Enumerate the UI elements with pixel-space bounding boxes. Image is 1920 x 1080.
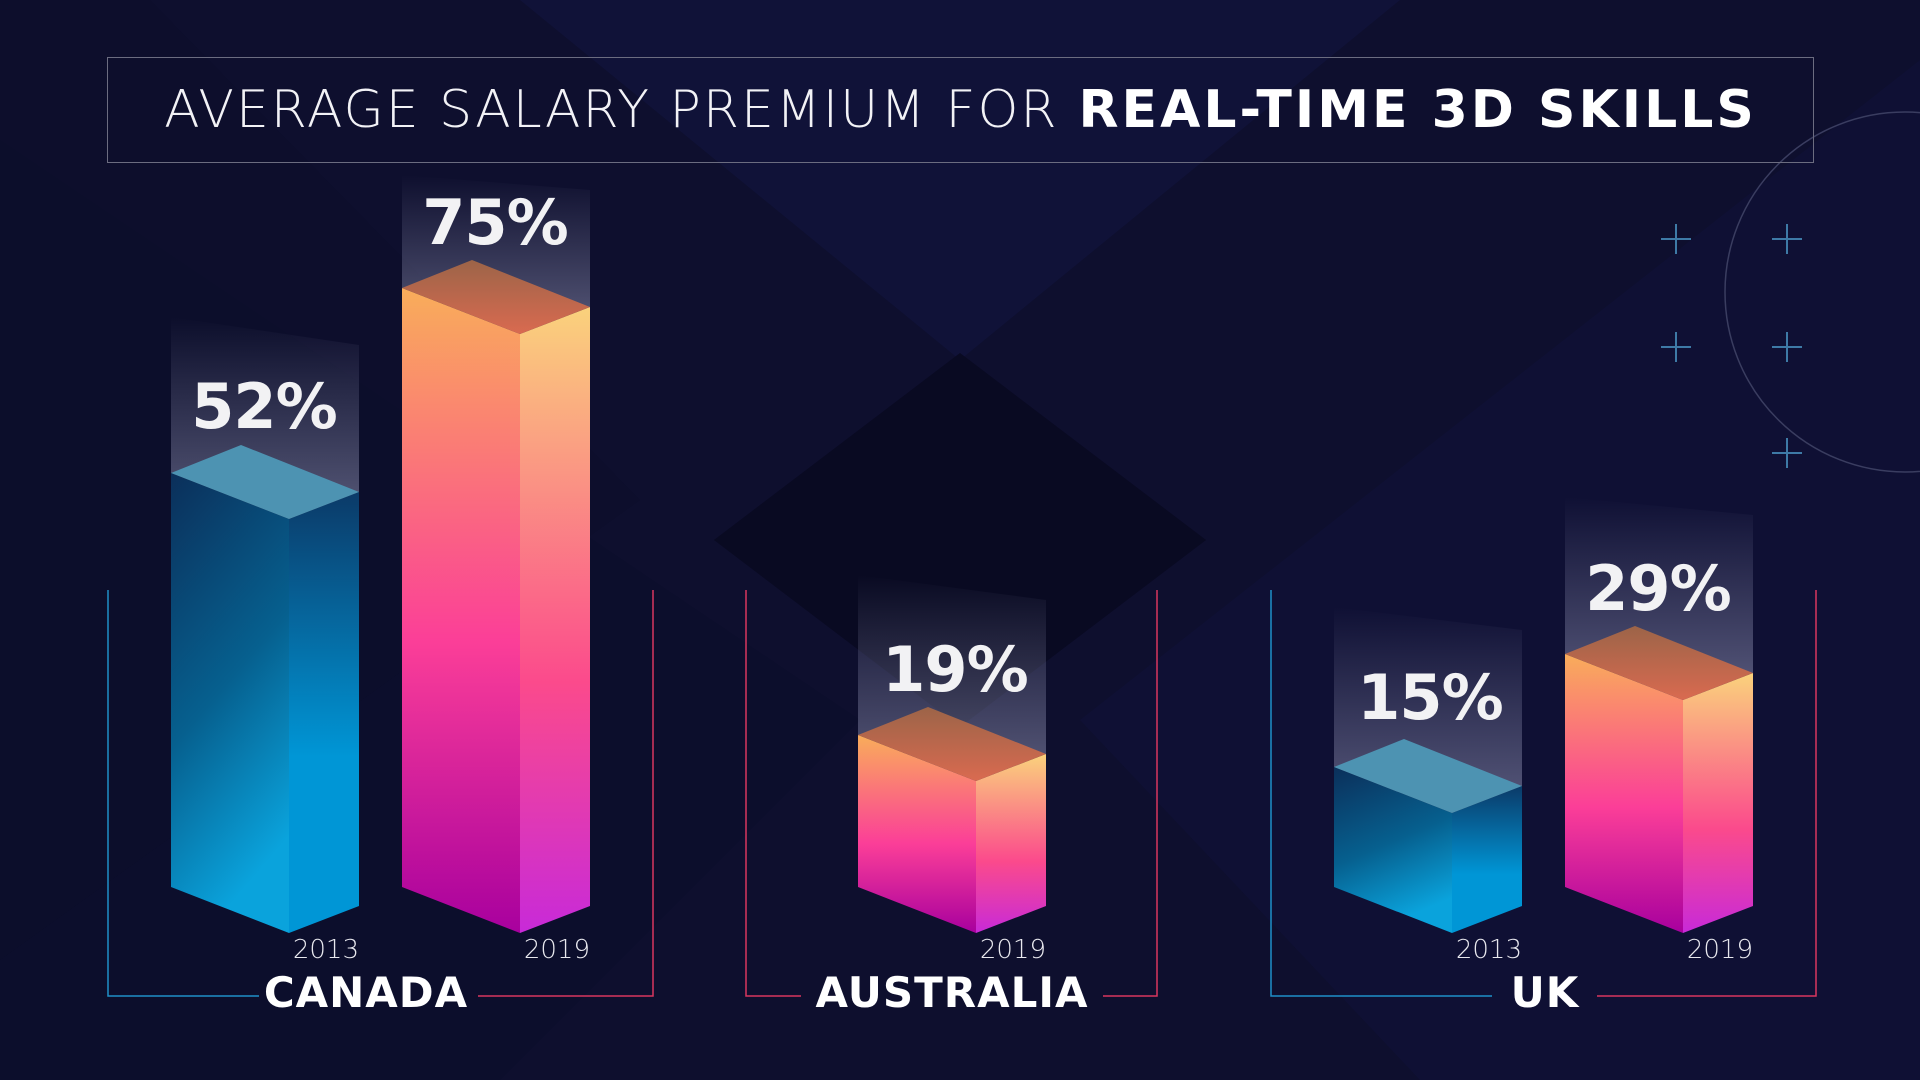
country-label-australia: AUSTRALIA [815, 968, 1089, 1017]
year-label-uk-2013: 2013 [1455, 935, 1522, 965]
bar-uk-2013 [1334, 607, 1522, 933]
value-label-uk-2019: 29% [1585, 552, 1731, 625]
bar-uk-2019 [1565, 497, 1753, 933]
value-label-canada-2019: 75% [422, 186, 568, 259]
plus-icon [1772, 224, 1802, 254]
center-diamond [714, 353, 1206, 727]
value-label-uk-2013: 15% [1357, 661, 1503, 734]
value-label-canada-2013: 52% [191, 370, 337, 443]
title-bold-text: REAL-TIME 3D SKILLS [1078, 80, 1757, 140]
bar-canada-2013 [171, 317, 359, 933]
country-label-uk: UK [1510, 968, 1580, 1017]
chart-title: AVERAGE SALARY PREMIUM FOR REAL-TIME 3D … [107, 57, 1814, 163]
bar-canada-2019 [402, 175, 590, 933]
plus-icon [1661, 224, 1691, 254]
year-label-canada-2013: 2013 [292, 935, 359, 965]
year-label-uk-2019: 2019 [1686, 935, 1753, 965]
value-label-australia-2019: 19% [882, 633, 1028, 706]
year-label-australia-2019: 2019 [979, 935, 1046, 965]
plus-icon [1772, 438, 1802, 468]
title-light-text: AVERAGE SALARY PREMIUM FOR [164, 80, 1059, 140]
year-label-canada-2019: 2019 [523, 935, 590, 965]
plus-icon [1772, 332, 1802, 362]
decorative-circle [1724, 111, 1920, 473]
bracket-uk [1270, 590, 1817, 997]
bar-australia-2019 [858, 575, 1046, 933]
bracket-canada [107, 590, 654, 997]
plus-icon [1661, 332, 1691, 362]
country-label-canada: CANADA [263, 968, 469, 1017]
bracket-australia [745, 590, 1158, 997]
